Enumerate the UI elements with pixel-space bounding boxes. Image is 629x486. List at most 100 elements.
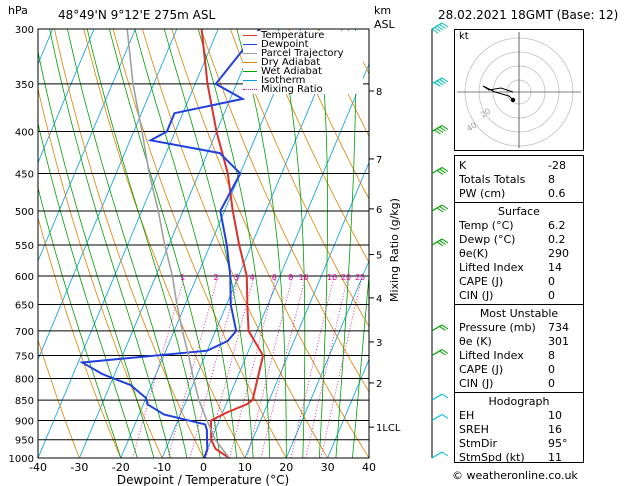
km-tick-label: 4 <box>376 294 382 305</box>
pressure-tick-label: 400 <box>15 128 34 139</box>
mixing-ratio-tick-label: 1 <box>180 273 185 282</box>
pressure-tick-label: 650 <box>15 301 34 312</box>
section-title: Hodograph <box>488 395 550 408</box>
pressure-tick-label: 750 <box>15 351 34 362</box>
mixing-ratio-tick-label: 6 <box>272 273 277 282</box>
hodograph-row: StmSpd (kt) 11 <box>455 451 583 465</box>
legend-item: Temperature <box>243 30 363 41</box>
mixing-ratio-axis-label: Mixing Ratio (g/kg) <box>388 198 401 302</box>
wind-barb-flag <box>439 79 446 84</box>
index-value: 0 <box>548 377 555 390</box>
hodograph-unit-label: kt <box>459 31 469 42</box>
temperature-tick-label: 20 <box>279 461 293 474</box>
index-row: K -28 <box>455 159 583 173</box>
km-tick-label: 7 <box>376 155 382 166</box>
hodograph-trace <box>482 85 514 101</box>
wind-barb-flag <box>439 325 446 331</box>
legend-label: Mixing Ratio <box>261 84 323 95</box>
wind-barb-flag <box>434 129 441 135</box>
wind-barb-flag <box>434 82 441 87</box>
index-value: 8 <box>548 349 555 362</box>
most-unstable-row: CIN (J) 0 <box>455 377 583 391</box>
index-label: EH <box>459 409 475 422</box>
legend-item: Wet Adiabat <box>243 67 363 77</box>
hodograph-panel: kt 40 20 <box>454 29 584 151</box>
wind-barb-flag <box>439 350 446 356</box>
mixing-ratio-tick-label: 8 <box>288 273 293 282</box>
legend-label: Parcel Trajectory <box>261 48 344 59</box>
series-parcel-trajectory <box>126 29 230 458</box>
wind-barb <box>431 451 443 459</box>
wind-barb-flag <box>441 324 449 330</box>
most-unstable-row: CAPE (J) 0 <box>455 363 583 377</box>
legend-item: Isotherm <box>243 75 363 86</box>
index-value: 0 <box>548 363 555 376</box>
legend-label: Temperature <box>261 30 325 41</box>
index-row: Totals Totals 8 <box>455 173 583 187</box>
km-label: km <box>374 4 392 17</box>
temperature-tick-label: 10 <box>238 461 252 474</box>
datetime-title: 28.02.2021 18GMT (Base: 12) <box>438 8 619 22</box>
legend-swatch <box>243 80 257 81</box>
pressure-tick-label: 600 <box>15 272 34 283</box>
index-value: 290 <box>548 247 569 260</box>
index-row: PW (cm) 0.6 <box>455 187 583 201</box>
legend-label: Isotherm <box>261 75 306 86</box>
legend-item: Dewpoint <box>243 40 363 50</box>
temperature-tick-label: -20 <box>112 461 130 474</box>
dry-adiabat-line <box>38 338 80 458</box>
wind-barb-flag <box>441 414 449 419</box>
surface-row: Dewp (°C) 0.2 <box>455 233 583 247</box>
surface-row: CIN (J) 0 <box>455 289 583 303</box>
legend-label: Dry Adiabat <box>261 57 321 68</box>
location-title: 48°49'N 9°12'E 275m ASL <box>58 8 216 22</box>
index-value: 734 <box>548 321 569 334</box>
index-value: 11 <box>548 451 562 464</box>
index-label: StmSpd (kt) <box>459 451 525 464</box>
index-value: 0.6 <box>548 187 566 200</box>
wind-barb-flag <box>439 24 446 29</box>
pressure-tick-label: 500 <box>15 207 34 218</box>
isotherm-line <box>285 259 369 458</box>
pressure-tick-label: 800 <box>15 374 34 385</box>
table-divider <box>455 202 583 203</box>
legend-item: Mixing Ratio <box>243 84 363 95</box>
surface-row: θe(K) 290 <box>455 247 583 261</box>
index-label: CIN (J) <box>459 289 494 302</box>
km-tick-label: 3 <box>376 338 382 349</box>
wind-barb-flag <box>436 128 444 133</box>
index-label: SREH <box>459 423 489 436</box>
index-value: 16 <box>548 423 562 436</box>
mixing-ratio-tick-label: 20 <box>341 273 351 282</box>
index-value: 301 <box>548 335 569 348</box>
hpa-label: hPa <box>8 4 28 17</box>
temperature-tick-label: -40 <box>29 461 47 474</box>
dry-adiabat-line <box>288 29 369 200</box>
pressure-tick-label: 350 <box>15 80 34 91</box>
hodograph-ring-label: 40 <box>465 120 479 133</box>
mixing-ratio-tick-label: 3 <box>234 273 239 282</box>
temperature-tick-label: 40 <box>362 461 376 474</box>
legend-swatch <box>243 35 257 36</box>
wind-barb-flag <box>439 206 446 211</box>
mixing-ratio-tick-label: 2 <box>214 273 219 282</box>
wind-barb-flag <box>431 28 439 34</box>
most-unstable-row: θe (K) 301 <box>455 335 583 349</box>
hodograph-row: StmDir 95° <box>455 437 583 451</box>
wind-barb-flag <box>441 125 449 130</box>
index-value: 14 <box>548 261 562 274</box>
index-value: 0 <box>548 289 555 302</box>
section-title: Surface <box>498 205 540 218</box>
index-label: K <box>459 159 467 172</box>
surface-row: Lifted Index 14 <box>455 261 583 275</box>
isotherm-line <box>244 161 369 458</box>
temperature-tick-label: -10 <box>153 461 171 474</box>
legend-item: Dry Adiabat <box>243 57 363 68</box>
wind-barb <box>431 324 443 332</box>
wind-barb-flag <box>441 238 449 244</box>
isotherm-line <box>38 29 95 164</box>
pressure-tick-label: 900 <box>15 416 34 427</box>
mixing-ratio-tick-label: 16 <box>327 273 337 282</box>
wind-barb-flag <box>439 168 446 174</box>
index-label: Pressure (mb) <box>459 321 536 334</box>
